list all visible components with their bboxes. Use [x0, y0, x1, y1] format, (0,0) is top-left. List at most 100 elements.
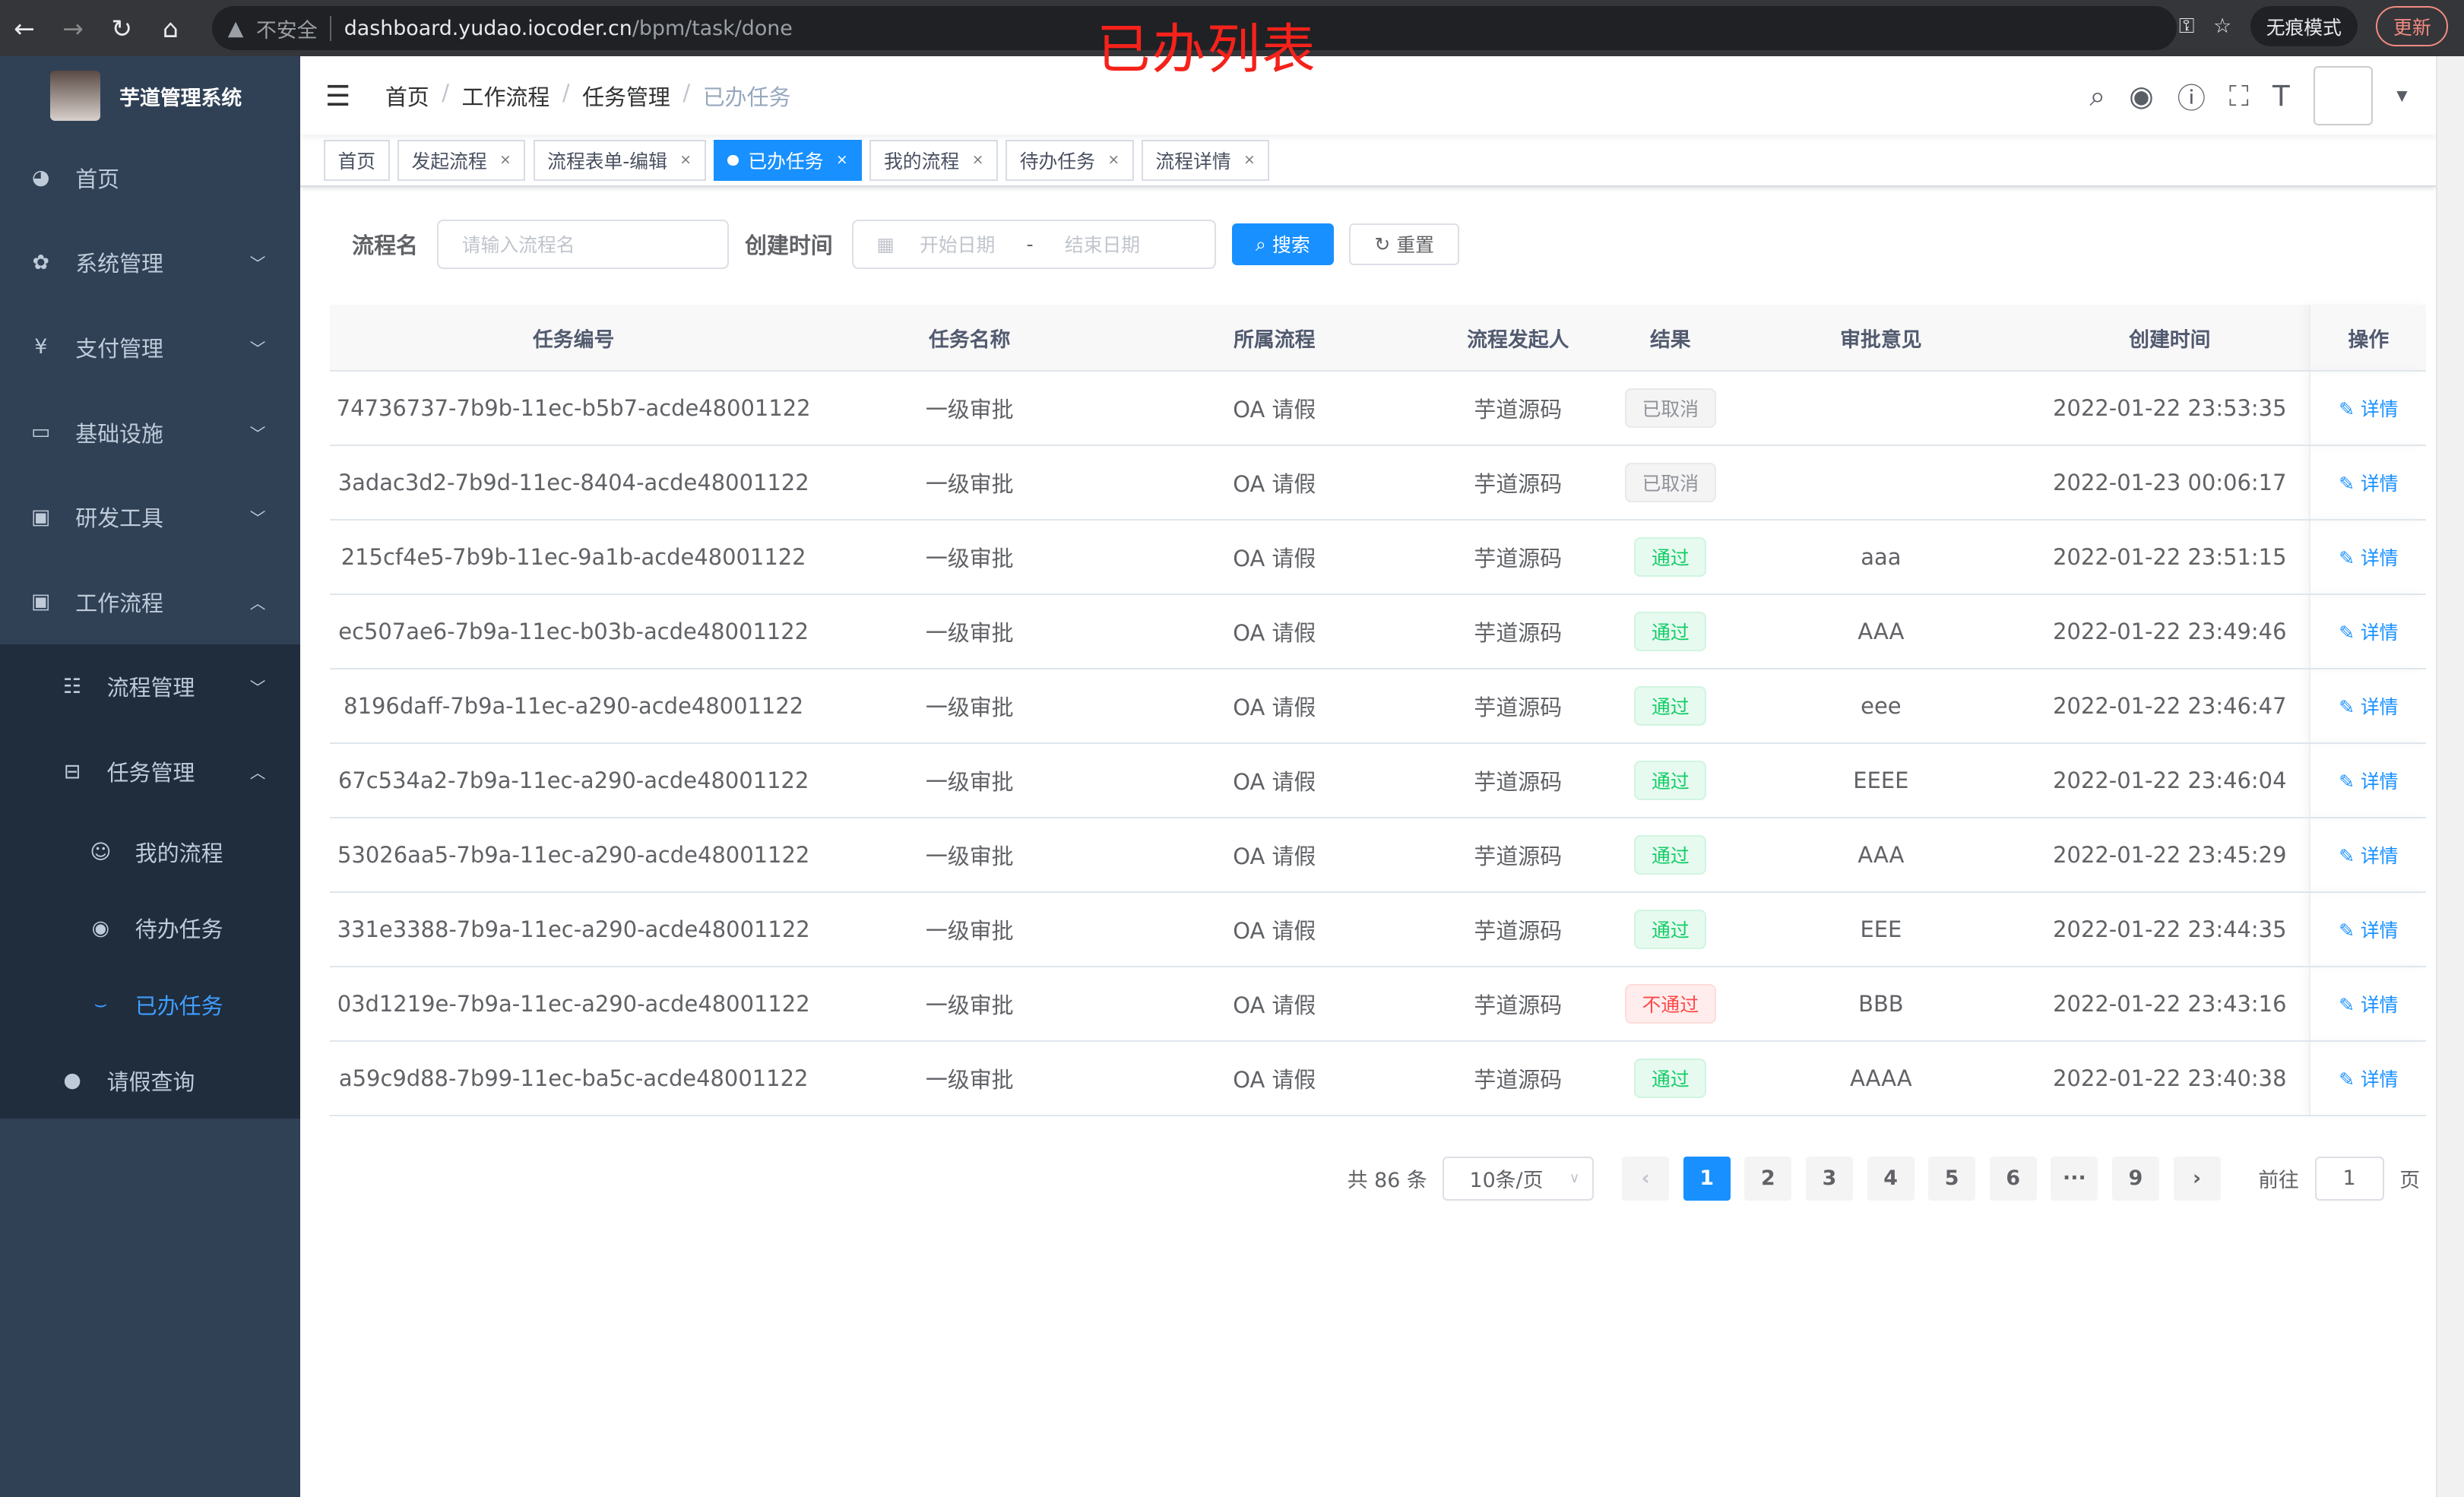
table-cell: 一级审批: [817, 370, 1123, 446]
reload-icon[interactable]: ↻: [111, 13, 133, 43]
sidebar-item[interactable]: ¥ 支付管理 ﹀: [0, 305, 300, 390]
page-suffix: 页: [2399, 1169, 2421, 1193]
table-cell: OA 请假: [1122, 370, 1427, 446]
table-cell: 一级审批: [817, 1040, 1123, 1116]
toolbox-icon: ▣: [31, 590, 51, 614]
robot-icon: ☺: [90, 840, 112, 864]
table-cell: EEE: [1731, 891, 2031, 967]
prev-page-button[interactable]: ‹: [1622, 1156, 1670, 1201]
chevron-down-icon: ∨: [1569, 1170, 1580, 1187]
scrollbar[interactable]: [2435, 56, 2464, 1497]
detail-link[interactable]: ✎ 详情: [2339, 993, 2399, 1016]
date-range-input[interactable]: ▦ 开始日期 - 结束日期: [851, 220, 1217, 269]
goto-page-input[interactable]: 1: [2314, 1156, 2384, 1201]
sidebar-item[interactable]: ▭ 基础设施 ﹀: [0, 390, 300, 475]
process-name-input[interactable]: 请输入流程名: [436, 220, 730, 269]
incognito-badge[interactable]: 无痕模式: [2250, 6, 2358, 46]
back-icon[interactable]: ←: [14, 13, 35, 43]
calendar-icon: ▦: [876, 233, 895, 255]
name-label: 流程名: [352, 233, 418, 259]
search-button[interactable]: ⌕ 搜索: [1231, 223, 1334, 266]
detail-link[interactable]: ✎ 详情: [2339, 621, 2399, 644]
close-icon[interactable]: ×: [1107, 152, 1120, 169]
page-button[interactable]: 9: [2111, 1156, 2159, 1201]
page-button[interactable]: 4: [1867, 1156, 1915, 1201]
breadcrumb-item: 任务管理: [582, 84, 670, 111]
update-button[interactable]: 更新: [2376, 6, 2449, 46]
sidebar-item-leave[interactable]: ● 请假查询: [0, 1043, 300, 1119]
sidebar-item-task-management[interactable]: ⊟ 任务管理 ︿: [0, 729, 300, 814]
page-button[interactable]: 1: [1683, 1156, 1731, 1201]
sidebar-item[interactable]: ◉ 待办任务: [0, 890, 300, 966]
logo-image: [50, 71, 101, 122]
search-icon[interactable]: ⌕: [2089, 78, 2106, 112]
status-badge: 已取消: [1624, 388, 1716, 429]
forward-icon[interactable]: →: [62, 13, 84, 43]
tag[interactable]: 我的流程 ×: [869, 140, 998, 181]
table-cell: 3adac3d2-7b9d-11ec-8404-acde48001122: [330, 445, 818, 521]
edit-icon: ✎: [2339, 621, 2361, 644]
home-icon[interactable]: ⌂: [162, 13, 179, 43]
page-size-select[interactable]: 10条/页 ∨: [1443, 1156, 1594, 1201]
breadcrumb-item[interactable]: 首页: [385, 84, 429, 111]
close-icon[interactable]: ×: [1243, 152, 1256, 169]
page-button[interactable]: 2: [1744, 1156, 1792, 1201]
table-cell: 芋道源码: [1427, 668, 1610, 744]
sidebar-item[interactable]: ⌣ 已办任务: [0, 966, 300, 1042]
table-cell: OA 请假: [1122, 966, 1427, 1042]
sidebar-item[interactable]: ☺ 我的流程: [0, 814, 300, 890]
table-cell: OA 请假: [1122, 445, 1427, 521]
page-button[interactable]: 6: [1989, 1156, 2037, 1201]
tag[interactable]: 流程详情 ×: [1141, 140, 1270, 181]
table-cell: 一级审批: [817, 966, 1123, 1042]
tag[interactable]: 待办任务 ×: [1006, 140, 1134, 181]
key-icon[interactable]: ⚿: [2178, 14, 2195, 38]
detail-link[interactable]: ✎ 详情: [2339, 472, 2399, 495]
avatar[interactable]: [2313, 65, 2374, 126]
close-icon[interactable]: ×: [499, 152, 511, 169]
sidebar-item-process-management[interactable]: ☷ 流程管理 ﹀: [0, 644, 300, 730]
security-label: 不安全: [255, 18, 318, 43]
sidebar-logo[interactable]: 芋道管理系统: [0, 56, 300, 135]
github-icon[interactable]: ◉: [2129, 79, 2154, 113]
close-icon[interactable]: ×: [836, 152, 848, 169]
user-icon: ●: [63, 1068, 81, 1093]
close-icon[interactable]: ×: [971, 152, 984, 169]
sidebar-item[interactable]: ▣ 研发工具 ﹀: [0, 474, 300, 559]
hamburger-icon[interactable]: ☰: [325, 79, 351, 113]
table-cell: 芋道源码: [1427, 445, 1610, 521]
edit-icon: ✎: [2339, 546, 2361, 569]
page-button[interactable]: 3: [1805, 1156, 1853, 1201]
tag[interactable]: 已办任务 ×: [713, 140, 863, 181]
column-header: 创建时间: [2030, 305, 2310, 372]
page-button[interactable]: 5: [1928, 1156, 1976, 1201]
status-badge: 通过: [1634, 834, 1707, 875]
tag[interactable]: 流程表单-编辑 ×: [533, 140, 706, 181]
font-size-icon[interactable]: T: [2272, 79, 2290, 113]
address-bar[interactable]: ▲ 不安全 dashboard.yudao.iocoder.cn/bpm/tas…: [212, 6, 2177, 51]
help-icon[interactable]: ⓘ: [2177, 81, 2206, 116]
tag[interactable]: 首页: [323, 140, 390, 181]
table-row: 215cf4e5-7b9b-11ec-9a1b-acde48001122 一级审批…: [330, 519, 2427, 595]
close-icon[interactable]: ×: [679, 152, 692, 169]
detail-link[interactable]: ✎ 详情: [2339, 397, 2399, 420]
reset-button[interactable]: ↻ 重置: [1349, 223, 1459, 266]
sidebar-item[interactable]: ◕ 首页: [0, 135, 300, 220]
detail-link[interactable]: ✎ 详情: [2339, 1068, 2399, 1090]
detail-link[interactable]: ✎ 详情: [2339, 770, 2399, 793]
total-count: 共 86 条: [1347, 1169, 1427, 1193]
fullscreen-icon[interactable]: ⛶: [2228, 78, 2249, 112]
page-button[interactable]: ···: [2051, 1156, 2098, 1201]
tag[interactable]: 发起流程 ×: [397, 140, 526, 181]
detail-link[interactable]: ✎ 详情: [2339, 919, 2399, 942]
table-cell: 一级审批: [817, 593, 1123, 669]
detail-link[interactable]: ✎ 详情: [2339, 695, 2399, 718]
star-icon[interactable]: ☆: [2213, 14, 2232, 39]
sidebar-item[interactable]: ▣ 工作流程 ︿: [0, 559, 300, 644]
detail-link[interactable]: ✎ 详情: [2339, 546, 2399, 569]
sidebar-item[interactable]: ✿ 系统管理 ﹀: [0, 220, 300, 305]
column-header: 任务名称: [817, 305, 1123, 372]
caret-down-icon[interactable]: ▼: [2396, 87, 2408, 104]
detail-link[interactable]: ✎ 详情: [2339, 844, 2399, 867]
next-page-button[interactable]: ›: [2173, 1156, 2221, 1201]
